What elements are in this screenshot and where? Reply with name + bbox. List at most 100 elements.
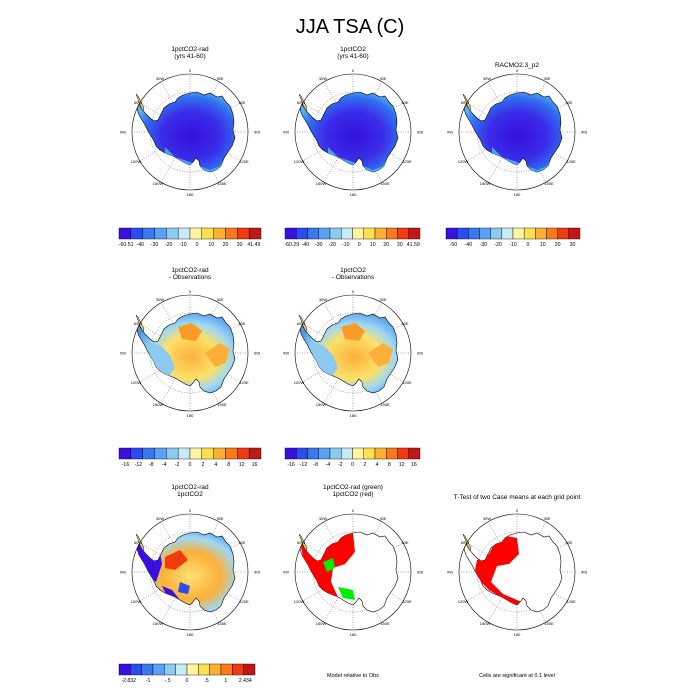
colorbar-swatch (284, 227, 297, 240)
map-label-lr2: 150E (217, 402, 227, 407)
colorbar-swatch (177, 227, 191, 240)
map-label-right: 90E (254, 570, 260, 575)
antarctic-peninsula (135, 533, 145, 552)
colorbar-svg: -16 -12 -8 -4 -2 0 2 4 8 12 16 (118, 447, 262, 468)
map-label-ll2: 150W (480, 621, 491, 626)
colorbar-tick-label: -60.51 (119, 242, 134, 248)
panel-title-line: (yrs 41-60) (337, 53, 369, 60)
antarctica-landmass (299, 312, 399, 394)
colorbar-tick-label: -12 (300, 462, 308, 468)
antarctica-landmass (136, 312, 236, 394)
colorbar-swatch (318, 447, 331, 460)
map-label-lr1: 120E (239, 380, 249, 385)
polar-map: 0 180 90W 90E 30W 60W 30E 60E 120W 150W 120E 150E (283, 502, 423, 642)
colorbar-tick-label: -4 (162, 462, 167, 468)
map-label-ll1: 120W (131, 599, 142, 604)
map-label-ul2: 60W (461, 540, 469, 545)
colorbar-tick-label: 8 (227, 462, 230, 468)
map-label-ul1: 30W (483, 516, 491, 521)
colorbar-swatch (152, 663, 165, 676)
colorbar-swatch (501, 227, 514, 240)
colorbar-swatch (408, 227, 421, 240)
map-label-lr1: 120E (402, 599, 412, 604)
colorbar-swatch (408, 447, 421, 460)
colorbar-swatch (374, 447, 387, 460)
panel-note: Model relative to Obs (327, 673, 379, 679)
panel-title-line: 1pctCO2-rad (171, 46, 209, 53)
map-label-ur1: 30E (543, 76, 550, 81)
map-label-ur2: 60E (238, 540, 245, 545)
colorbar-swatch (296, 227, 308, 240)
map-label-lr2: 150E (544, 181, 554, 186)
polar-map: 0 180 90W 90E 30W 60W 30E 60E 120W 150W 120E 150E (283, 283, 423, 423)
map-label-ur1: 30E (379, 516, 386, 521)
polar-map: 0 180 90W 90E 30W 60W 30E 60E 120W 150W 120E 150E (120, 502, 260, 642)
map-label-lr1: 120E (566, 159, 576, 164)
map-label-lr1: 120E (239, 159, 249, 164)
map-label-ll2: 150W (153, 181, 164, 186)
antarctica-landmass (463, 91, 563, 173)
map-label-ll2: 150W (153, 402, 164, 407)
panel-title: T-Test of two Case means at each grid po… (442, 494, 592, 501)
map-label-top: 0 (189, 508, 192, 513)
map-label-lr2: 150E (380, 402, 390, 407)
colorbar-tick-label: 4 (214, 462, 217, 468)
colorbar-tick-label: 16 (252, 462, 258, 468)
colorbar-tick-label: 1 (224, 678, 227, 684)
polar-map: 0 180 90W 90E 30W 60W 30E 60E 120W 150W 120E 150E (120, 62, 260, 202)
map-label-left: 90W (447, 130, 453, 135)
colorbar-swatch (512, 227, 525, 240)
colorbar-swatch (130, 227, 143, 240)
panel-note: Cells are significant at 0.1 level (479, 673, 555, 679)
antarctic-peninsula (135, 314, 145, 333)
colorbar-tick-label: -50 (450, 242, 458, 248)
colorbar-swatch (468, 227, 480, 240)
panel-title-line: 1pctCO2 (red) (332, 491, 374, 498)
map-label-left: 90W (120, 570, 126, 575)
map-label-ll1: 120W (131, 380, 142, 385)
map-label-ur2: 60E (565, 540, 572, 545)
colorbar-swatch (198, 663, 210, 676)
colorbar-swatch (341, 447, 353, 460)
map-label-ul2: 60W (134, 540, 142, 545)
colorbar-tick-label: -20 (165, 242, 173, 248)
panel-title-line: RACMO2.3_p2 (494, 62, 540, 69)
panel-title: 1pctCO2- Observations (278, 267, 428, 281)
colorbar-swatch (284, 447, 297, 460)
map-label-top: 0 (189, 68, 192, 73)
colorbar-swatch (154, 447, 167, 460)
colorbar-tick-label: 16 (411, 462, 417, 468)
map-label-top: 0 (516, 508, 519, 513)
colorbar-tick-label: -8 (313, 462, 318, 468)
colorbar-swatch (177, 447, 191, 460)
colorbar-swatch (175, 663, 188, 676)
colorbar-swatch (363, 227, 376, 240)
colorbar-swatch (386, 227, 398, 240)
map-label-bottom: 180 (350, 632, 357, 637)
colorbar-tick-label: -16 (287, 462, 295, 468)
colorbar-tick-label: 41.59 (407, 242, 420, 248)
map-label-ur2: 60E (565, 100, 572, 105)
colorbar-swatch (546, 227, 558, 240)
colorbar-tick-label: 12 (399, 462, 405, 468)
colorbar-swatch (329, 447, 342, 460)
colorbar-tick-label: -10 (179, 242, 187, 248)
colorbar-tick-label: -2 (338, 462, 343, 468)
colorbar: -16 -12 -8 -4 -2 0 2 4 8 12 16 (118, 447, 262, 476)
map-label-right: 90E (417, 570, 423, 575)
map-label-ur2: 60E (401, 540, 408, 545)
colorbar-tick-label: 2 (363, 462, 366, 468)
map-label-ul1: 30W (319, 297, 327, 302)
map-label-ll2: 150W (316, 621, 327, 626)
map-label-bottom: 180 (350, 192, 357, 197)
antarctic-peninsula (298, 93, 308, 112)
colorbar-tick-label: 0 (189, 462, 192, 468)
map-label-ul2: 60W (134, 321, 142, 326)
map-label-ll1: 120W (294, 380, 305, 385)
colorbar-tick-label: 2 (201, 462, 204, 468)
colorbar-swatch (363, 447, 376, 460)
colorbar-tick-label: 8 (388, 462, 391, 468)
colorbar-swatch (397, 447, 409, 460)
colorbar-swatch (341, 227, 353, 240)
colorbar-swatch (220, 663, 233, 676)
